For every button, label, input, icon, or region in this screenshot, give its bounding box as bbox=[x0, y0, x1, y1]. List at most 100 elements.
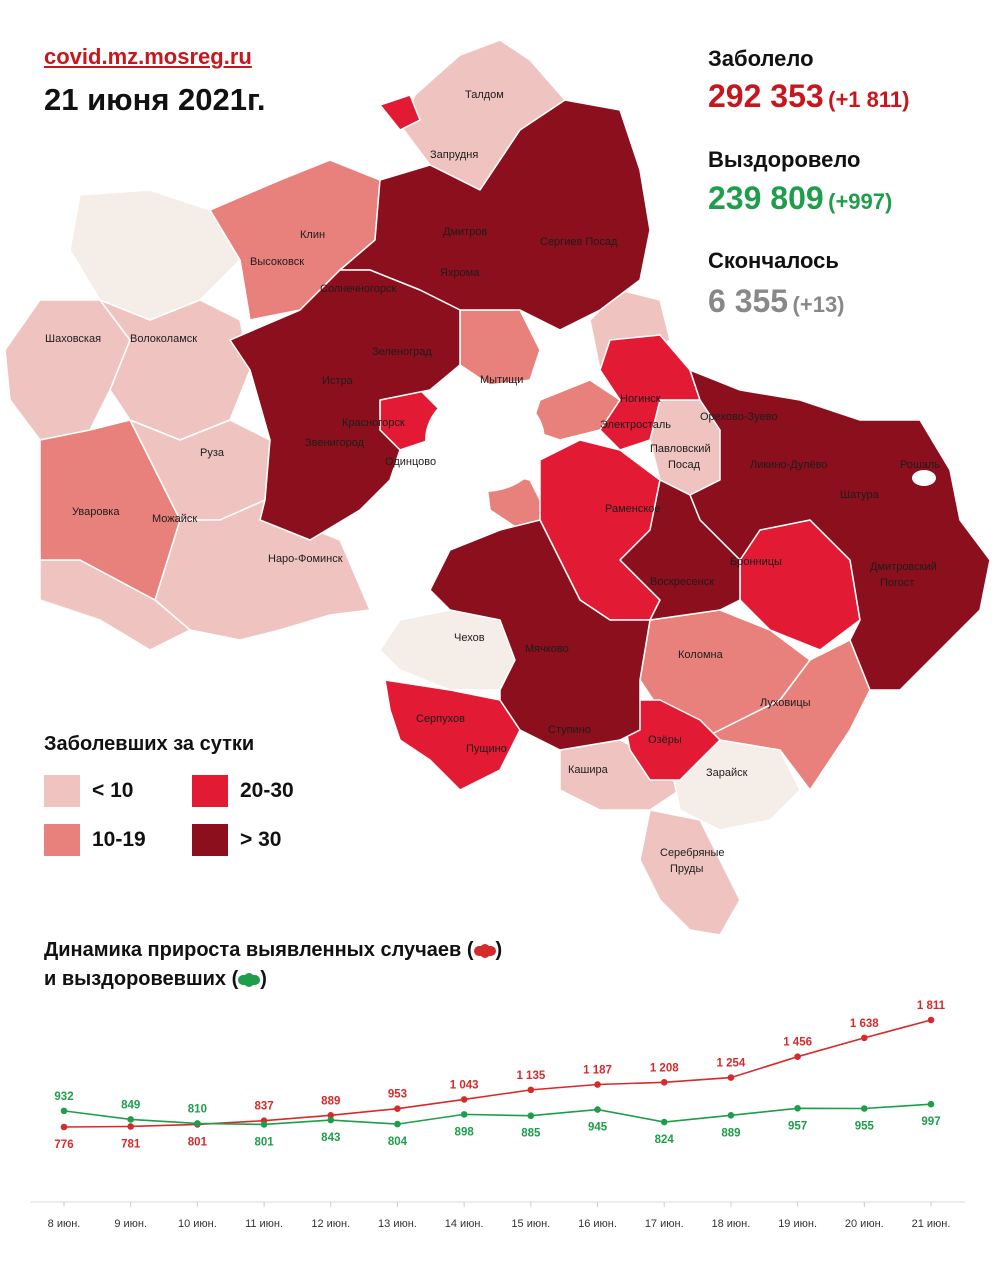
x-tick-label: 15 июн. bbox=[511, 1218, 550, 1230]
svg-text:Запрудня: Запрудня bbox=[430, 149, 478, 161]
recovered-data-label: 945 bbox=[588, 1122, 608, 1134]
svg-text:Зеленоград: Зеленоград bbox=[372, 346, 432, 358]
moscow-region-map: Талдом Запрудня Клин Высоковск Дмитров С… bbox=[4, 40, 991, 936]
svg-text:Серебряные: Серебряные bbox=[660, 847, 725, 859]
svg-text:Ногинск: Ногинск bbox=[620, 393, 661, 405]
legend-title: Заболевших за сутки bbox=[44, 733, 255, 755]
svg-text:Пущино: Пущино bbox=[466, 743, 507, 755]
district-istra bbox=[229, 269, 461, 541]
svg-text:Мячково: Мячково bbox=[525, 643, 569, 655]
cases-data-label: 801 bbox=[188, 1136, 208, 1148]
recovered-data-label: 932 bbox=[54, 1091, 73, 1103]
svg-text:Руза: Руза bbox=[200, 447, 225, 459]
district-shakhovskaya bbox=[4, 299, 131, 441]
recovered-data-label: 849 bbox=[121, 1099, 140, 1111]
dynamics-title-line1-end: ) bbox=[495, 939, 503, 961]
district-serebr bbox=[639, 809, 741, 936]
svg-text:Шаховская: Шаховская bbox=[45, 333, 101, 345]
dynamics-title-line1: Динамика прироста выявленных случаев ( bbox=[44, 939, 474, 961]
dynamics-title-line2: и выздоровевших ( bbox=[44, 968, 239, 990]
x-tick-label: 10 июн. bbox=[178, 1218, 217, 1230]
recovered-point bbox=[861, 1105, 868, 1112]
cases-data-label: 889 bbox=[321, 1095, 340, 1107]
legend-swatch-20-30 bbox=[192, 775, 228, 807]
svg-text:Луховицы: Луховицы bbox=[760, 697, 811, 709]
infected-label: Заболело bbox=[708, 46, 814, 71]
recovered-point bbox=[327, 1116, 335, 1124]
svg-text:Зарайск: Зарайск bbox=[706, 767, 748, 779]
cases-data-label: 1 811 bbox=[917, 1000, 946, 1012]
x-tick-label: 21 июн. bbox=[912, 1218, 951, 1230]
x-tick-label: 12 июн. bbox=[311, 1218, 350, 1230]
district-ozery bbox=[619, 699, 721, 781]
svg-text:Бронницы: Бронницы bbox=[730, 556, 782, 568]
svg-text:Кашира: Кашира bbox=[568, 764, 609, 776]
cases-point bbox=[861, 1034, 868, 1042]
green-series-marker-icon bbox=[238, 972, 261, 987]
svg-text:Ступино: Ступино bbox=[548, 724, 591, 736]
cases-data-label: 1 456 bbox=[783, 1037, 812, 1049]
svg-text:Пруды: Пруды bbox=[670, 863, 703, 875]
svg-text:Электросталь: Электросталь bbox=[600, 419, 671, 431]
recovered-point bbox=[260, 1121, 268, 1128]
legend-swatch-gt30 bbox=[192, 824, 228, 856]
svg-text:Посад: Посад bbox=[668, 459, 701, 471]
svg-text:Сергиев Посад: Сергиев Посад bbox=[540, 236, 618, 248]
cases-data-label: 837 bbox=[254, 1101, 273, 1113]
district-serpukhov bbox=[384, 679, 521, 791]
svg-text:Коломна: Коломна bbox=[678, 649, 724, 661]
svg-text:Яхрома: Яхрома bbox=[440, 267, 480, 279]
died-value: 6 355 bbox=[708, 283, 789, 319]
recovered-point bbox=[394, 1120, 401, 1128]
x-tick-label: 17 июн. bbox=[645, 1218, 684, 1230]
recovered-point bbox=[527, 1112, 535, 1120]
svg-text:Шатура: Шатура bbox=[840, 489, 880, 501]
district-south-center bbox=[429, 519, 651, 751]
recovered-stat: 239 809 (+997) bbox=[708, 180, 892, 217]
recovered-point bbox=[60, 1107, 68, 1115]
recovered-data-label: 885 bbox=[521, 1128, 541, 1140]
svg-text:Клин: Клин bbox=[300, 229, 325, 241]
dynamics-title: Динамика прироста выявленных случаев () … bbox=[44, 936, 502, 994]
cases-point bbox=[927, 1016, 935, 1024]
infected-stat: 292 353 (+1 811) bbox=[708, 78, 909, 115]
recovered-point bbox=[660, 1118, 668, 1126]
legend-label-20-30: 20-30 bbox=[240, 779, 294, 802]
cases-point bbox=[727, 1074, 735, 1081]
recovered-data-label: 957 bbox=[788, 1120, 807, 1132]
recovered-point bbox=[460, 1111, 468, 1118]
svg-text:Погост: Погост bbox=[880, 577, 914, 589]
legend-label-lt10: < 10 bbox=[92, 779, 134, 802]
legend-swatch-10-19 bbox=[44, 824, 80, 856]
site-link[interactable]: covid.mz.mosreg.ru bbox=[44, 44, 252, 69]
x-tick-label: 8 июн. bbox=[48, 1218, 81, 1230]
svg-text:Павловский: Павловский bbox=[650, 443, 711, 455]
cases-point bbox=[394, 1105, 401, 1113]
recovered-data-label: 824 bbox=[655, 1134, 675, 1146]
dynamics-title-line2-end: ) bbox=[260, 968, 267, 990]
recovered-point bbox=[194, 1120, 201, 1127]
svg-text:Звенигород: Звенигород bbox=[305, 437, 365, 449]
x-tick-label: 20 июн. bbox=[845, 1218, 884, 1230]
svg-text:Дмитровский: Дмитровский bbox=[870, 561, 937, 573]
died-delta: (+13) bbox=[792, 292, 845, 317]
report-date: 21 июня 2021г. bbox=[44, 82, 266, 117]
district-chekhov bbox=[379, 609, 516, 691]
infected-value: 292 353 bbox=[708, 78, 824, 114]
legend-label-10-19: 10-19 bbox=[92, 828, 146, 851]
svg-text:Воскресенск: Воскресенск bbox=[650, 576, 714, 588]
svg-text:Красногорск: Красногорск bbox=[342, 417, 405, 429]
svg-text:Чехов: Чехов bbox=[454, 632, 485, 644]
svg-text:Истра: Истра bbox=[322, 375, 354, 387]
svg-text:Озёры: Озёры bbox=[648, 734, 682, 746]
cases-point bbox=[594, 1081, 601, 1088]
cases-data-label: 1 638 bbox=[850, 1018, 879, 1030]
cases-data-label: 1 208 bbox=[650, 1062, 679, 1074]
recovered-point bbox=[594, 1106, 601, 1113]
recovered-delta: (+997) bbox=[828, 189, 893, 214]
district-tip bbox=[379, 94, 421, 131]
recovered-data-label: 810 bbox=[188, 1103, 207, 1115]
legend-swatch-lt10 bbox=[44, 775, 80, 807]
cases-point bbox=[460, 1096, 468, 1103]
cases-data-label: 953 bbox=[388, 1089, 407, 1101]
